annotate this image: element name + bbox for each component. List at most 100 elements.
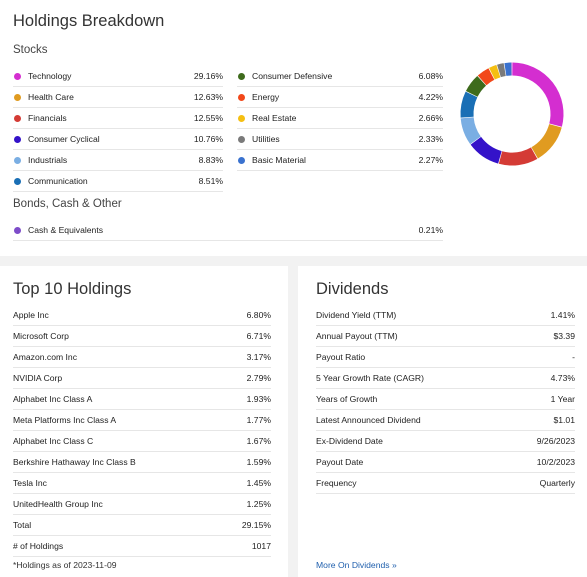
holding-row-apple-inc: Apple Inc 6.80% bbox=[13, 305, 271, 326]
holding-row-label: Microsoft Corp bbox=[13, 331, 69, 341]
donut-slice-technology[interactable] bbox=[511, 62, 564, 127]
holding-row-label: Total bbox=[13, 520, 32, 530]
legend-dot-icon bbox=[14, 135, 21, 143]
holding-row-label: Alphabet Inc Class A bbox=[13, 394, 93, 404]
dividend-row-dividend-yield-ttm: Dividend Yield (TTM) 1.41% bbox=[316, 305, 575, 326]
holding-row-berkshire-hathaway-inc-class-b: Berkshire Hathaway Inc Class B 1.59% bbox=[13, 452, 271, 473]
sector-row-energy: Energy 4.22% bbox=[237, 87, 443, 108]
legend-dot-icon bbox=[238, 135, 245, 143]
holding-row-value: 1.59% bbox=[246, 457, 271, 467]
legend-dot-icon bbox=[14, 72, 21, 80]
bonds-section-title: Bonds, Cash & Other bbox=[13, 198, 122, 210]
holding-row-alphabet-inc-class-c: Alphabet Inc Class C 1.67% bbox=[13, 431, 271, 452]
dividend-row-value: 1 Year bbox=[550, 394, 575, 404]
sector-value: 12.63% bbox=[193, 92, 223, 102]
sector-row-financials: Financials 12.55% bbox=[13, 108, 223, 129]
sector-label: Utilities bbox=[252, 134, 280, 144]
holdings-footnote: *Holdings as of 2023-11-09 bbox=[13, 560, 117, 570]
holding-row-tesla-inc: Tesla Inc 1.45% bbox=[13, 473, 271, 494]
dividend-row-annual-payout-ttm: Annual Payout (TTM) $3.39 bbox=[316, 326, 575, 347]
sector-value: 4.22% bbox=[418, 92, 443, 102]
sector-value: 2.66% bbox=[418, 113, 443, 123]
sector-row-utilities: Utilities 2.33% bbox=[237, 129, 443, 150]
sector-row-real-estate: Real Estate 2.66% bbox=[237, 108, 443, 129]
holding-row-value: 1.93% bbox=[246, 394, 271, 404]
sector-value: 2.27% bbox=[418, 155, 443, 165]
sector-label: Health Care bbox=[28, 92, 74, 102]
legend-dot-icon bbox=[14, 177, 21, 185]
sector-label: Communication bbox=[28, 176, 88, 186]
holding-row-value: 1.77% bbox=[246, 415, 271, 425]
holding-row-value: 6.71% bbox=[246, 331, 271, 341]
dividend-row-value: $1.01 bbox=[553, 415, 575, 425]
holdings-breakdown-title: Holdings Breakdown bbox=[13, 12, 165, 30]
legend-dot-icon bbox=[238, 156, 245, 164]
dividend-row-label: 5 Year Growth Rate (CAGR) bbox=[316, 373, 424, 383]
donut-slice-communication[interactable] bbox=[460, 91, 478, 118]
holding-row-total: Total 29.15% bbox=[13, 515, 271, 536]
top-10-holdings-title: Top 10 Holdings bbox=[13, 280, 132, 298]
sector-label: Industrials bbox=[28, 155, 68, 165]
legend-dot-icon bbox=[14, 156, 21, 164]
holding-row-label: Tesla Inc bbox=[13, 478, 47, 488]
holding-row-amazon-com-inc: Amazon.com Inc 3.17% bbox=[13, 347, 271, 368]
legend-dot-icon bbox=[238, 72, 245, 80]
dividend-row-value: Quarterly bbox=[539, 478, 575, 488]
sector-label: Financials bbox=[28, 113, 67, 123]
legend-dot-icon bbox=[238, 114, 245, 122]
holding-row-label: UnitedHealth Group Inc bbox=[13, 499, 103, 509]
donut-slice-consumer-defensive[interactable] bbox=[465, 75, 487, 98]
holding-row-value: 1.67% bbox=[246, 436, 271, 446]
donut-slice-consumer-cyclical[interactable] bbox=[470, 136, 502, 164]
sector-row-cash-equivalents: Cash & Equivalents 0.21% bbox=[13, 220, 443, 241]
legend-dot-icon bbox=[14, 114, 21, 122]
sector-row-health-care: Health Care 12.63% bbox=[13, 87, 223, 108]
dividend-row-value: - bbox=[572, 352, 575, 362]
sector-row-technology: Technology 29.16% bbox=[13, 66, 223, 87]
sector-donut-chart bbox=[460, 62, 564, 166]
donut-slice-industrials[interactable] bbox=[460, 116, 481, 145]
donut-slice-financials[interactable] bbox=[498, 147, 538, 166]
dividend-row-latest-announced-dividend: Latest Announced Dividend $1.01 bbox=[316, 410, 575, 431]
sector-value: 6.08% bbox=[418, 71, 443, 81]
dividends-card: Dividends Dividend Yield (TTM) 1.41% Annua… bbox=[298, 266, 587, 577]
donut-slice-real-estate[interactable] bbox=[489, 64, 501, 80]
sector-value: 29.16% bbox=[193, 71, 223, 81]
sector-value: 2.33% bbox=[418, 134, 443, 144]
holding-row-label: NVIDIA Corp bbox=[13, 373, 63, 383]
dividend-row-value: 10/2/2023 bbox=[536, 457, 575, 467]
dividend-row-value: 4.73% bbox=[550, 373, 575, 383]
sector-row-industrials: Industrials 8.83% bbox=[13, 150, 223, 171]
donut-slice-health-care[interactable] bbox=[531, 123, 562, 159]
holding-row-nvidia-corp: NVIDIA Corp 2.79% bbox=[13, 368, 271, 389]
holding-row-alphabet-inc-class-a: Alphabet Inc Class A 1.93% bbox=[13, 389, 271, 410]
holding-row-value: 2.79% bbox=[246, 373, 271, 383]
sector-label: Cash & Equivalents bbox=[28, 225, 103, 235]
donut-slice-utilities[interactable] bbox=[497, 63, 506, 78]
dividend-row-ex-dividend-date: Ex-Dividend Date 9/26/2023 bbox=[316, 431, 575, 452]
dividend-row-5-year-growth-rate-cagr: 5 Year Growth Rate (CAGR) 4.73% bbox=[316, 368, 575, 389]
holding-row-label: # of Holdings bbox=[13, 541, 64, 551]
holding-row-value: 3.17% bbox=[246, 352, 271, 362]
dividend-row-label: Ex-Dividend Date bbox=[316, 436, 383, 446]
holding-row-label: Amazon.com Inc bbox=[13, 352, 77, 362]
dividend-row-label: Payout Ratio bbox=[316, 352, 366, 362]
dividend-row-value: 9/26/2023 bbox=[536, 436, 575, 446]
holding-row-label: Meta Platforms Inc Class A bbox=[13, 415, 117, 425]
dividend-row-years-of-growth: Years of Growth 1 Year bbox=[316, 389, 575, 410]
sector-label: Consumer Cyclical bbox=[28, 134, 100, 144]
sector-label: Consumer Defensive bbox=[252, 71, 333, 81]
donut-slice-energy[interactable] bbox=[477, 68, 495, 86]
legend-dot-icon bbox=[14, 226, 21, 234]
holding-row-of-holdings: # of Holdings 1017 bbox=[13, 536, 271, 557]
sector-value: 0.21% bbox=[418, 225, 443, 235]
dividend-row-value: $3.39 bbox=[553, 331, 575, 341]
sector-label: Basic Material bbox=[252, 155, 306, 165]
sector-value: 10.76% bbox=[193, 134, 223, 144]
dividend-row-payout-date: Payout Date 10/2/2023 bbox=[316, 452, 575, 473]
sector-row-communication: Communication 8.51% bbox=[13, 171, 223, 192]
holding-row-label: Berkshire Hathaway Inc Class B bbox=[13, 457, 136, 467]
holding-row-label: Alphabet Inc Class C bbox=[13, 436, 94, 446]
top-10-holdings-card: Top 10 Holdings Apple Inc 6.80% Microsoft … bbox=[0, 266, 288, 577]
more-on-dividends-link[interactable]: More On Dividends » bbox=[316, 560, 397, 570]
